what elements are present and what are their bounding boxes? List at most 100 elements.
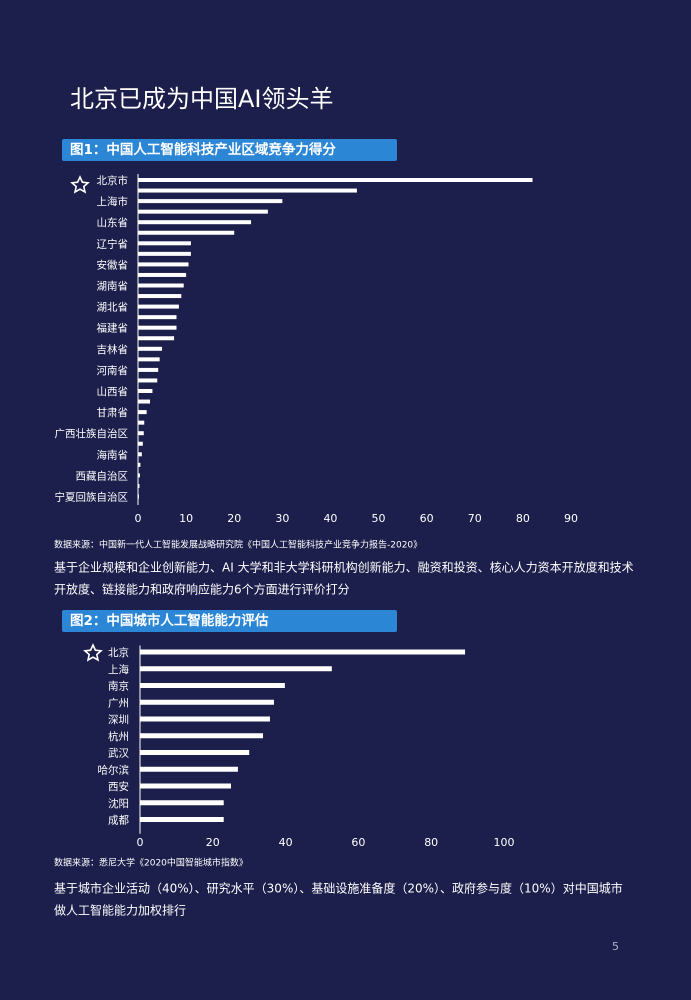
category-label: 南京	[108, 680, 129, 693]
category-label: 海南省	[97, 448, 129, 461]
x-tick-label: 40	[279, 836, 293, 849]
star-icon	[83, 643, 103, 662]
category-label: 成都	[108, 815, 129, 827]
bar	[140, 817, 224, 822]
note: 基于企业规模和企业创新能力、AI 大学和非大学科研机构创新能力、融资和投资、核心…	[54, 560, 634, 575]
title-banner	[62, 610, 397, 632]
bar	[138, 389, 153, 393]
bar	[138, 367, 159, 372]
category-label: 西安	[108, 780, 129, 793]
bar	[138, 315, 177, 320]
bar	[138, 251, 191, 256]
category-label: 北京市	[97, 174, 129, 187]
x-tick-label: 20	[227, 512, 241, 525]
category-label: 广西壮族自治区	[55, 427, 129, 440]
bar	[138, 283, 184, 288]
chart-title: 图2：中国城市人工智能能力评估	[70, 612, 269, 629]
bar	[140, 800, 224, 806]
source: 数据来源：中国新一代人工智能发展战略研究院《中国人工智能科技产业竞争力报告-20…	[54, 539, 422, 551]
bar	[138, 452, 142, 457]
bar	[140, 649, 466, 655]
category-label: 吉林省	[97, 343, 129, 356]
bar	[138, 431, 144, 436]
bar	[138, 230, 235, 235]
bar	[138, 294, 182, 299]
bar	[138, 441, 143, 446]
x-tick-label: 80	[516, 512, 530, 525]
x-tick-label: 0	[135, 512, 142, 525]
category-label: 辽宁省	[97, 237, 129, 250]
x-tick-label: 60	[351, 836, 365, 849]
category-label: 湖北省	[97, 301, 129, 314]
bar	[138, 346, 163, 351]
bar	[138, 262, 189, 267]
x-tick-label: 70	[468, 512, 482, 525]
note: 基于城市企业活动（40%）、研究水平（30%）、基础设施准备度（20%）、政府参…	[54, 881, 623, 896]
category-label: 甘肃省	[97, 406, 129, 419]
bar	[140, 783, 231, 789]
bar	[138, 420, 145, 425]
bar	[138, 178, 533, 182]
x-tick-label: 0	[137, 836, 144, 849]
category-label: 北京	[108, 646, 129, 659]
category-label: 西藏自治区	[76, 469, 129, 482]
category-label: 山西省	[97, 385, 129, 398]
bar	[138, 410, 147, 415]
x-tick-label: 60	[420, 512, 434, 525]
bar	[138, 199, 283, 204]
bar	[140, 666, 332, 672]
bar	[140, 750, 250, 755]
chart-title: 图1：中国人工智能科技产业区域竞争力得分	[70, 141, 336, 158]
category-label: 福建省	[97, 322, 129, 335]
category-label: 山东省	[97, 216, 129, 229]
bar	[138, 483, 140, 488]
category-label: 湖南省	[97, 280, 129, 293]
bar	[140, 716, 270, 722]
bar	[138, 304, 179, 309]
x-tick-label: 20	[206, 836, 220, 849]
bar	[138, 188, 357, 193]
star-icon	[70, 175, 90, 194]
note: 做人工智能能力加权排行	[54, 903, 186, 918]
category-label: 上海	[108, 663, 129, 676]
x-tick-label: 40	[323, 512, 337, 525]
bar	[138, 325, 177, 330]
category-label: 广州	[108, 697, 129, 709]
bar	[138, 399, 151, 404]
bar	[138, 357, 160, 362]
bar	[138, 494, 139, 499]
bar	[138, 241, 191, 246]
bar	[138, 462, 141, 467]
bar	[138, 209, 268, 214]
bar	[138, 473, 140, 478]
bar	[138, 336, 175, 341]
category-label: 杭州	[108, 730, 129, 743]
bar	[140, 699, 274, 705]
x-tick-label: 100	[494, 836, 515, 849]
category-label: 沈阳	[108, 797, 129, 810]
bar	[140, 683, 285, 688]
category-label: 哈尔滨	[98, 763, 130, 776]
x-tick-label: 90	[564, 512, 578, 525]
category-label: 上海市	[97, 195, 129, 208]
x-tick-label: 30	[275, 512, 289, 525]
x-tick-label: 50	[372, 512, 386, 525]
bar	[140, 766, 238, 772]
bar	[138, 378, 158, 383]
category-label: 深圳	[108, 714, 129, 726]
page-title: 北京已成为中国AI领头羊	[70, 85, 334, 113]
bar	[138, 220, 252, 225]
source: 数据来源：悉尼大学《2020中国智能城市指数》	[54, 857, 248, 869]
x-tick-label: 80	[424, 836, 438, 849]
bar	[140, 733, 264, 739]
category-label: 安徽省	[97, 258, 129, 271]
page-number: 5	[612, 940, 619, 953]
x-tick-label: 10	[179, 512, 193, 525]
category-label: 武汉	[108, 747, 129, 760]
category-label: 河南省	[97, 364, 129, 377]
category-label: 宁夏回族自治区	[55, 491, 129, 504]
note: 开放度、链接能力和政府响应能力6个方面进行评价打分	[54, 582, 350, 597]
title-banner	[62, 139, 397, 161]
